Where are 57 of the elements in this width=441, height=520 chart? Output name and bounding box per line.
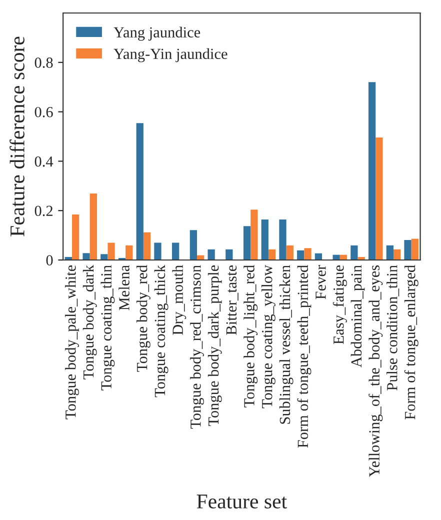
- x-tick-label: Tongue body_dark_purple: [208, 265, 222, 426]
- bar: [108, 242, 115, 260]
- bar: [286, 245, 294, 260]
- bar: [208, 249, 215, 260]
- x-tick-label: Tongue body_red_crimson: [190, 265, 204, 429]
- bar: [154, 242, 162, 260]
- bar: [404, 240, 412, 260]
- x-tick-label: Tongue coating_thin: [100, 265, 115, 390]
- legend-label: Yang jaundice: [114, 26, 200, 41]
- bar: [304, 248, 312, 260]
- bar: [279, 219, 286, 260]
- x-tick-label: Tongue body_light_red: [244, 265, 258, 408]
- bar: [172, 242, 180, 260]
- x-tick-label: Bitter_taste: [226, 265, 238, 335]
- bar: [143, 232, 151, 260]
- bar: [268, 249, 276, 260]
- bar: [226, 249, 233, 260]
- x-tick-label: Tongue body_pale_white: [65, 265, 79, 420]
- bar: [368, 82, 376, 260]
- y-tick-label: 0.6: [34, 106, 53, 118]
- bar: [243, 226, 251, 260]
- x-tick-label: Form of tongue_teeth_printed: [297, 265, 312, 448]
- x-tick-label: Yellowing_of_the_body_and_eyes: [368, 265, 383, 478]
- bar: [393, 249, 401, 260]
- y-tick-label: 0.2: [34, 206, 52, 216]
- y-tick-label: 0: [46, 255, 53, 266]
- bar: [90, 194, 97, 260]
- bar: [411, 238, 418, 260]
- x-tick-label: Tongue coating_thick: [154, 264, 168, 398]
- x-tick-label: Easy_fatigue: [332, 265, 347, 344]
- y-tick-label: 0.8: [34, 58, 53, 68]
- bar: [250, 210, 258, 260]
- bar: [376, 137, 383, 260]
- x-tick-label: Pulse condition_thin: [386, 265, 400, 390]
- bar: [100, 254, 108, 260]
- x-axis-title: Feature set: [196, 494, 287, 509]
- bar: [190, 230, 198, 260]
- bar: [261, 219, 268, 260]
- bar: [72, 214, 80, 260]
- legend-label: Yang-Yin jaundice: [114, 48, 228, 62]
- x-tick-label: Abdominal_pain: [350, 265, 365, 368]
- bar: [136, 123, 144, 260]
- x-tick-label: Form of tongue_enlarged: [404, 265, 418, 420]
- bar: [82, 253, 90, 260]
- x-tick-label: Tongue body_red: [136, 265, 150, 372]
- x-tick-label: Dry_mouth: [172, 265, 186, 335]
- x-tick-label: Sublingual vessel_thicken: [279, 265, 294, 424]
- x-tick-label: Tongue coating_yellow: [262, 264, 276, 408]
- x-tick-label: Melena: [118, 265, 130, 310]
- y-tick-label: 0.4: [34, 156, 54, 167]
- bar: [297, 250, 304, 260]
- bar: [126, 245, 133, 260]
- x-tick-label: Tongue body_dark: [82, 264, 97, 380]
- y-axis-title: Feature difference score: [10, 36, 24, 236]
- bar: [350, 245, 358, 260]
- x-tick-label: Fever: [316, 264, 326, 300]
- bar: [386, 245, 394, 260]
